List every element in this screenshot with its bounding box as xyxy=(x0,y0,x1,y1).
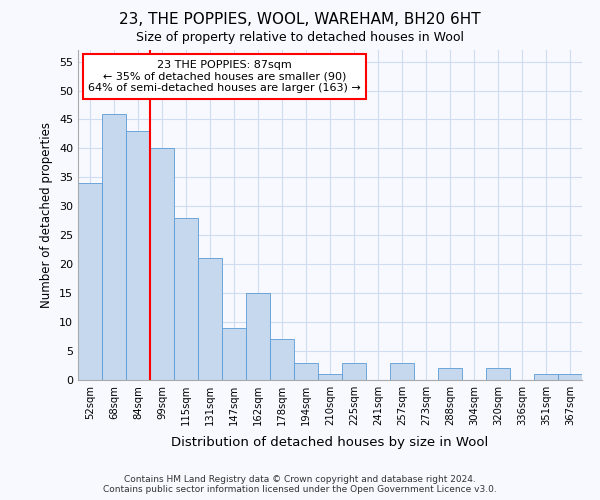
Bar xyxy=(390,362,414,380)
Bar xyxy=(342,362,366,380)
Bar xyxy=(246,293,270,380)
Text: 23, THE POPPIES, WOOL, WAREHAM, BH20 6HT: 23, THE POPPIES, WOOL, WAREHAM, BH20 6HT xyxy=(119,12,481,28)
Bar xyxy=(294,362,318,380)
Bar xyxy=(126,131,150,380)
Y-axis label: Number of detached properties: Number of detached properties xyxy=(40,122,53,308)
Bar xyxy=(222,328,246,380)
Bar xyxy=(534,374,558,380)
Bar xyxy=(198,258,222,380)
Bar xyxy=(270,340,294,380)
Bar xyxy=(174,218,198,380)
Bar xyxy=(78,183,102,380)
Text: 23 THE POPPIES: 87sqm
← 35% of detached houses are smaller (90)
64% of semi-deta: 23 THE POPPIES: 87sqm ← 35% of detached … xyxy=(88,60,361,93)
Bar xyxy=(318,374,342,380)
Bar xyxy=(150,148,174,380)
Bar xyxy=(438,368,462,380)
Bar xyxy=(102,114,126,380)
Bar xyxy=(558,374,582,380)
Text: Contains HM Land Registry data © Crown copyright and database right 2024.
Contai: Contains HM Land Registry data © Crown c… xyxy=(103,474,497,494)
Text: Size of property relative to detached houses in Wool: Size of property relative to detached ho… xyxy=(136,31,464,44)
X-axis label: Distribution of detached houses by size in Wool: Distribution of detached houses by size … xyxy=(172,436,488,450)
Bar xyxy=(486,368,510,380)
